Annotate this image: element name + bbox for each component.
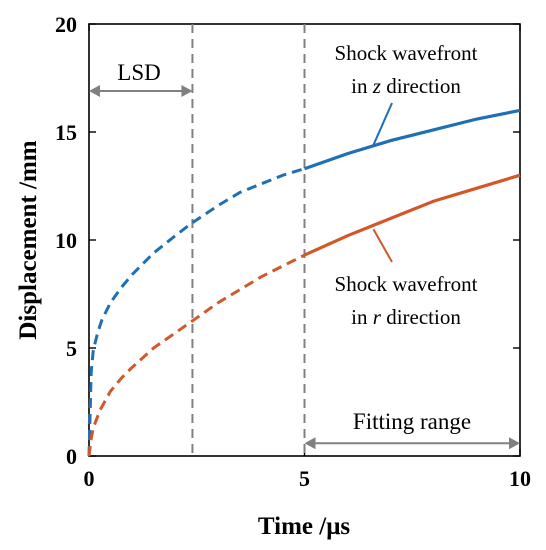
y-tick-label: 20 (55, 12, 77, 37)
series-1-dashed-line (87, 167, 305, 457)
y-tick-label: 0 (66, 444, 77, 469)
lsd-label: LSD (117, 60, 160, 85)
x-tick-label: 5 (299, 466, 310, 491)
z-label-line1: Shock wavefront (335, 41, 478, 65)
z-label-leader (372, 102, 393, 146)
series-2-dashed-line (87, 253, 306, 457)
r-label-leader (372, 228, 393, 263)
fitting-range-arrow-left-head (304, 437, 316, 450)
x-axis-title: Time /μs (258, 513, 350, 540)
y-tick-label: 15 (55, 120, 77, 145)
r-label-line2: in r direction (351, 305, 461, 329)
lsd-arrow-left-head (89, 84, 100, 97)
series-2-solid-line (303, 173, 521, 257)
lsd-arrow-right-head (181, 84, 193, 97)
x-tick-label: 10 (509, 466, 531, 491)
fitting-range-label: Fitting range (353, 409, 471, 434)
z-label-line2: in z direction (351, 74, 461, 98)
series-1-solid-line (303, 108, 521, 171)
y-axis-title: Displacement /mm (15, 140, 42, 339)
fitting-range-arrow-right-head (509, 437, 520, 450)
y-tick-label: 5 (66, 336, 77, 361)
x-tick-label: 0 (84, 466, 95, 491)
y-tick-label: 10 (55, 228, 77, 253)
r-label-line1: Shock wavefront (335, 272, 478, 296)
